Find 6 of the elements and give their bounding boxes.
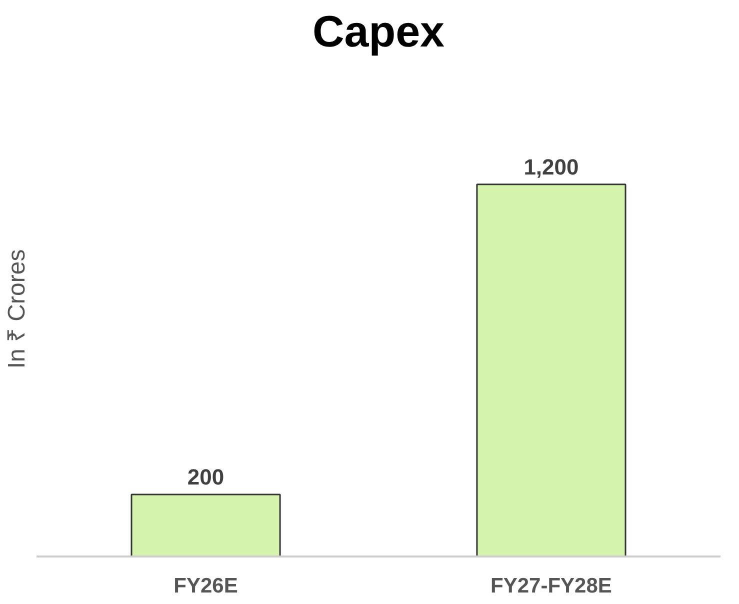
x-tick-label: FY26E [174, 574, 238, 598]
chart-title: Capex [312, 8, 446, 56]
data-label: 1,200 [524, 154, 579, 180]
y-axis-title: In ₹ Crores [4, 249, 30, 369]
x-tick-label: FY27-FY28E [490, 574, 612, 598]
data-label: 200 [187, 464, 224, 490]
